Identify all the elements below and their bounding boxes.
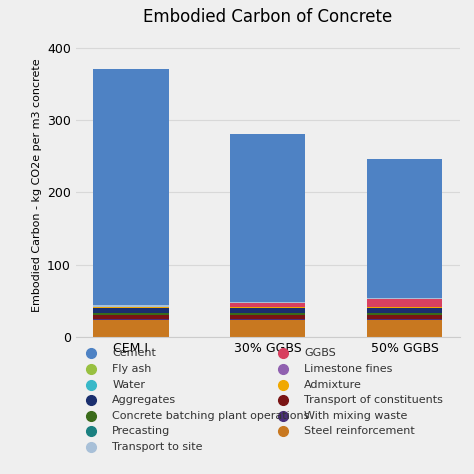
Bar: [93, 313, 169, 315]
Text: GGBS: GGBS: [304, 348, 336, 358]
Bar: [367, 320, 442, 337]
Bar: [93, 69, 169, 305]
Bar: [230, 303, 305, 307]
Bar: [367, 159, 442, 298]
Bar: [93, 305, 169, 307]
Bar: [367, 298, 442, 300]
Text: Limestone fines: Limestone fines: [304, 364, 392, 374]
Bar: [367, 300, 442, 307]
Text: Concrete batching plant operations: Concrete batching plant operations: [112, 411, 310, 421]
Bar: [367, 307, 442, 308]
Bar: [230, 308, 305, 313]
Bar: [230, 313, 305, 315]
Text: Aggregates: Aggregates: [112, 395, 176, 405]
Bar: [230, 301, 305, 303]
Text: Steel reinforcement: Steel reinforcement: [304, 427, 415, 437]
Text: With mixing waste: With mixing waste: [304, 411, 408, 421]
Bar: [93, 315, 169, 319]
Bar: [230, 307, 305, 308]
Bar: [230, 320, 305, 337]
Bar: [93, 307, 169, 308]
Bar: [93, 320, 169, 337]
Bar: [230, 319, 305, 320]
Bar: [230, 135, 305, 301]
Bar: [230, 315, 305, 319]
Text: Transport to site: Transport to site: [112, 442, 203, 452]
Bar: [367, 313, 442, 315]
Text: Cement: Cement: [112, 348, 156, 358]
Text: Water: Water: [112, 380, 146, 390]
Bar: [93, 308, 169, 313]
Text: Precasting: Precasting: [112, 427, 171, 437]
Bar: [367, 308, 442, 313]
Text: Admixture: Admixture: [304, 380, 362, 390]
Y-axis label: Embodied Carbon - kg CO2e per m3 concrete: Embodied Carbon - kg CO2e per m3 concret…: [32, 58, 42, 312]
Bar: [367, 315, 442, 319]
Title: Embodied Carbon of Concrete: Embodied Carbon of Concrete: [143, 8, 392, 26]
Bar: [93, 319, 169, 320]
Text: Fly ash: Fly ash: [112, 364, 152, 374]
Text: Transport of constituents: Transport of constituents: [304, 395, 443, 405]
Bar: [367, 319, 442, 320]
